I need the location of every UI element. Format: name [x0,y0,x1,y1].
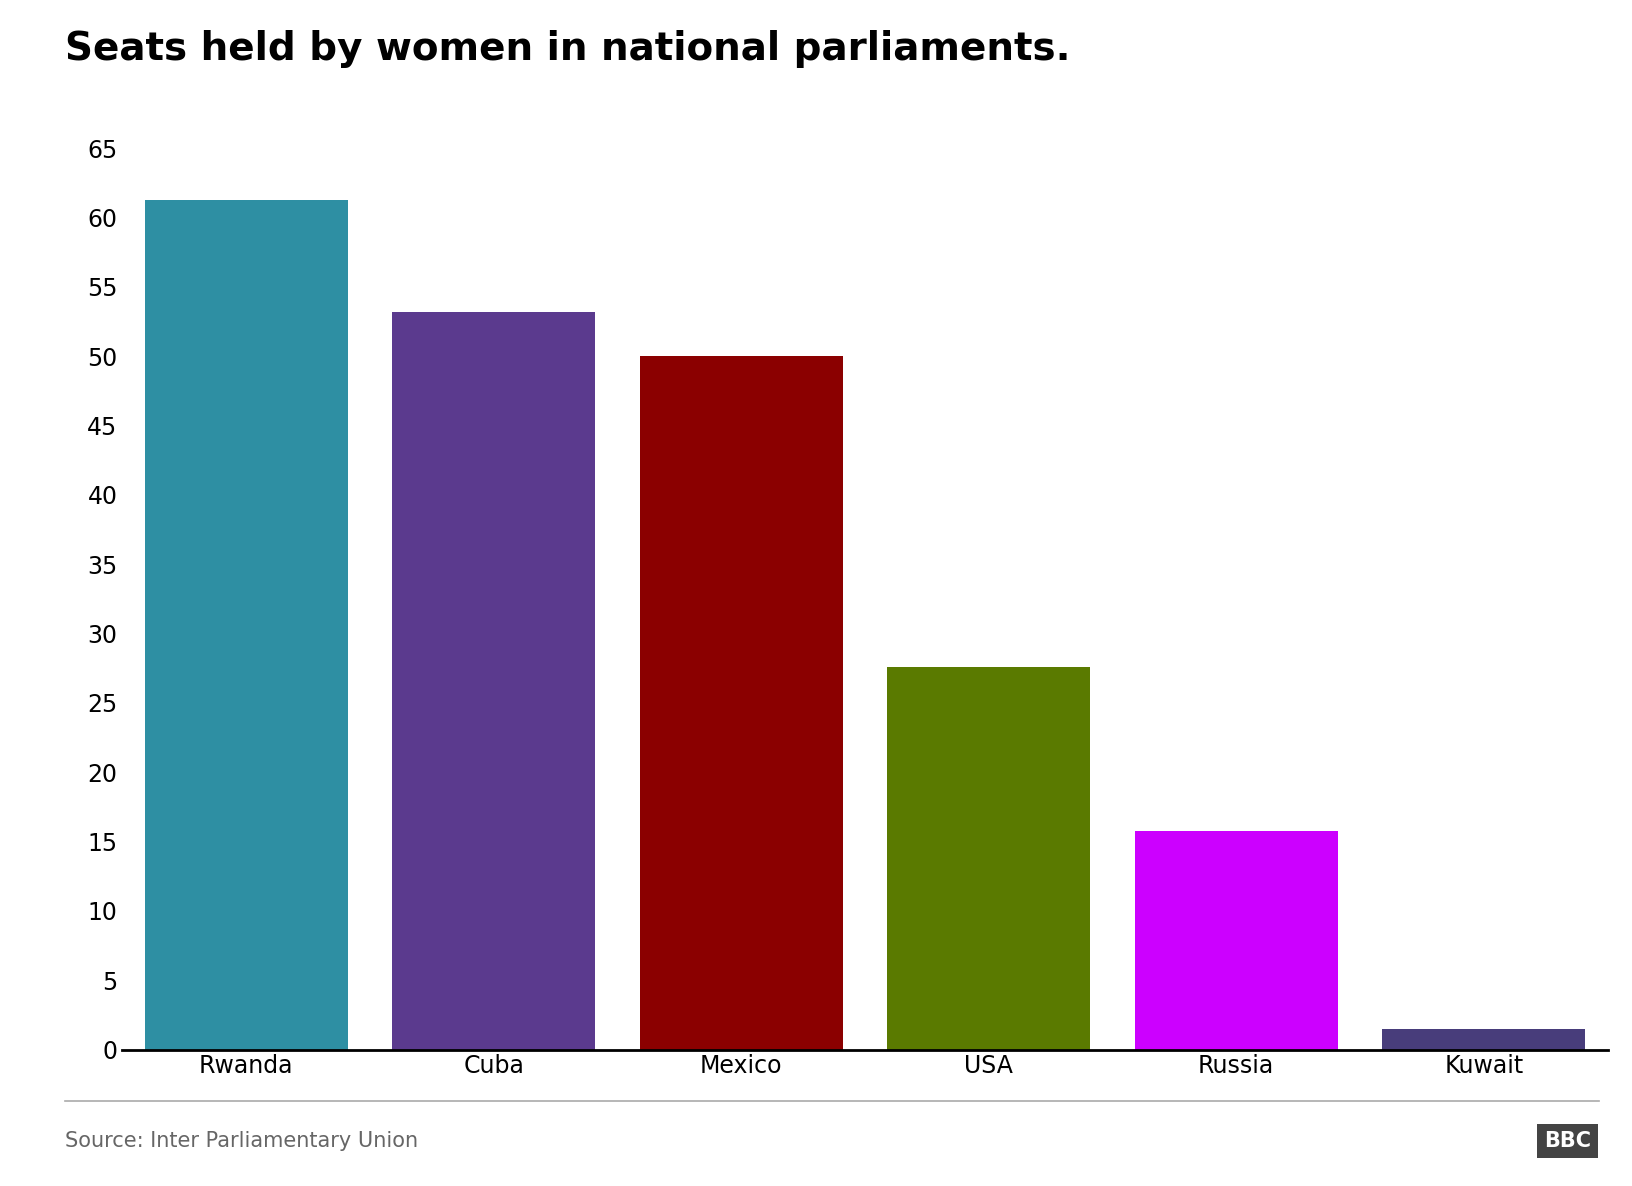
Bar [888,667,1090,1050]
Text: BBC: BBC [1544,1131,1591,1150]
Bar [392,312,596,1050]
Bar [1134,830,1338,1050]
Text: Seats held by women in national parliaments.: Seats held by women in national parliame… [65,30,1071,68]
Text: Source: Inter Parliamentary Union: Source: Inter Parliamentary Union [65,1131,418,1150]
Bar [145,199,348,1050]
Bar [1382,1028,1585,1050]
Bar [640,356,842,1050]
